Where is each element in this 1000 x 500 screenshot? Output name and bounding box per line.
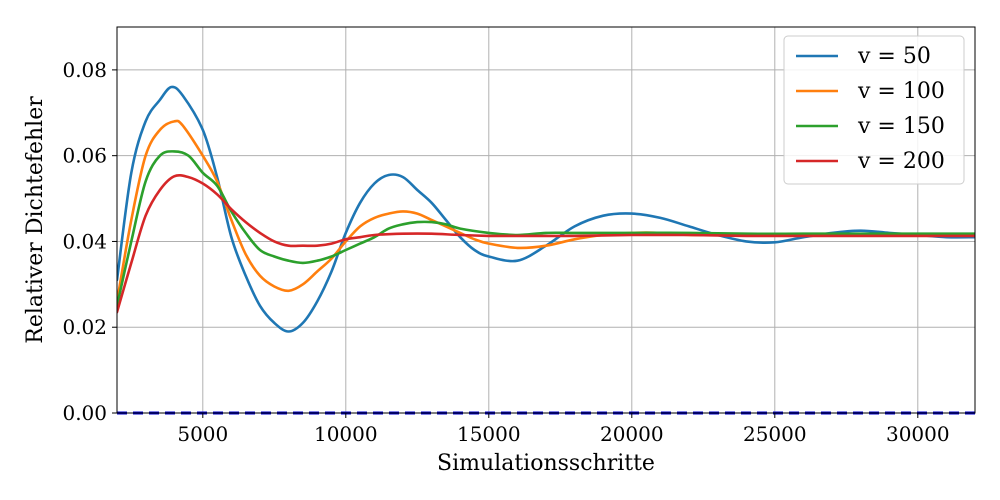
ticks: 5000 10000 15000 20000 25000 30000 0.00 0.02 0.0… bbox=[62, 58, 949, 446]
x-tick-label: 25000 bbox=[743, 422, 807, 446]
legend-label: v = 50 bbox=[857, 44, 931, 69]
series-line-4 bbox=[117, 173, 975, 314]
legend-label: v = 150 bbox=[857, 114, 945, 139]
legend-box bbox=[783, 35, 965, 185]
series-line-3 bbox=[117, 150, 975, 308]
x-tick-label: 15000 bbox=[457, 422, 521, 446]
x-tick-label: 5000 bbox=[177, 422, 228, 446]
x-tick-label: 30000 bbox=[886, 422, 950, 446]
series-line-1 bbox=[117, 85, 975, 333]
y-tick-label: 0.00 bbox=[62, 401, 107, 425]
x-tick-label: 20000 bbox=[600, 422, 664, 446]
legend-label: v = 100 bbox=[857, 79, 945, 104]
y-tick-label: 0.02 bbox=[62, 315, 107, 339]
y-tick-label: 0.06 bbox=[62, 144, 107, 168]
x-tick-label: 10000 bbox=[314, 422, 378, 446]
plot-frame bbox=[116, 26, 976, 414]
legend-label: v = 200 bbox=[857, 149, 945, 174]
legend: v = 50 v = 100 v = 150 v = 200 bbox=[783, 35, 965, 185]
series-lines bbox=[117, 85, 975, 333]
x-axis-label: Simulationsschritte bbox=[437, 451, 655, 476]
y-tick-label: 0.08 bbox=[62, 58, 107, 82]
y-axis-label: Relativer Dichtefehler bbox=[23, 96, 48, 344]
y-tick-label: 0.04 bbox=[62, 229, 107, 253]
